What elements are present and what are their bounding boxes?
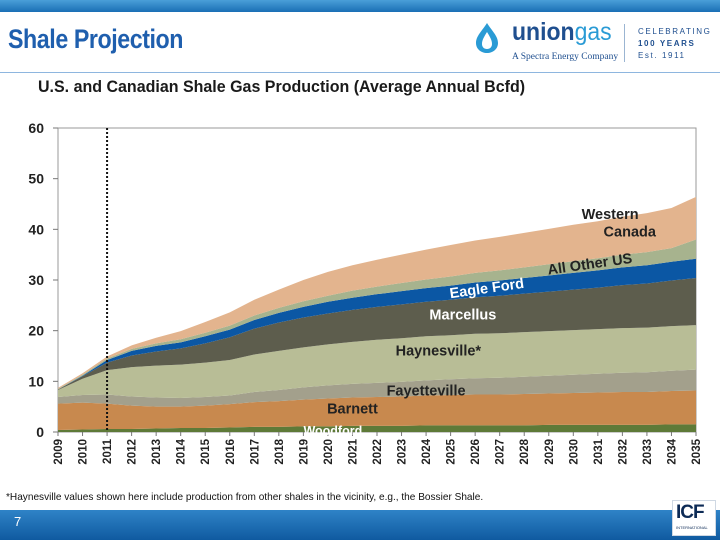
x-tick-label: 2021 xyxy=(347,438,359,464)
y-tick-label: 50 xyxy=(28,171,44,187)
logo-wordmark-union: union xyxy=(512,18,575,46)
logo-wordmark-gas: gas xyxy=(574,18,612,46)
area-fayetteville xyxy=(58,369,696,407)
y-tick-label: 0 xyxy=(36,424,44,440)
flame-drop-icon xyxy=(476,23,498,53)
annotation-woodford: Woodford xyxy=(303,424,362,438)
annotation-barnett: Barnett xyxy=(327,401,378,417)
page-number: 7 xyxy=(14,514,22,529)
annotation-canada: Canada xyxy=(604,225,657,241)
x-tick-label: 2032 xyxy=(617,439,629,465)
header-rule xyxy=(0,72,720,73)
x-tick-label: 2023 xyxy=(397,439,409,465)
y-tick-label: 10 xyxy=(28,373,44,389)
x-tick-label: 2009 xyxy=(53,439,65,465)
x-tick-label: 2013 xyxy=(151,439,163,465)
area-all-other-us xyxy=(58,239,696,390)
x-tick-label: 2015 xyxy=(200,438,212,464)
icf-wordmark: ICF xyxy=(676,502,705,523)
x-tick-label: 2011 xyxy=(102,438,114,464)
logo-wordmark: uniongas xyxy=(512,18,612,47)
years-text: 100 YEARS xyxy=(638,39,696,48)
x-tick-label: 2010 xyxy=(78,439,90,465)
x-tick-label: 2030 xyxy=(568,439,580,465)
x-tick-label: 2027 xyxy=(495,439,507,465)
area-haynesville xyxy=(58,325,696,399)
celebrating-text: CELEBRATING xyxy=(638,27,712,36)
annotation-western: Western xyxy=(582,207,639,223)
x-tick-label: 2016 xyxy=(225,439,237,465)
x-tick-label: 2020 xyxy=(323,439,335,465)
area-barnett xyxy=(58,390,696,430)
x-tick-label: 2022 xyxy=(372,439,384,465)
area-western-canada xyxy=(58,196,696,389)
x-tick-label: 2012 xyxy=(127,439,139,465)
x-tick-label: 2019 xyxy=(298,439,310,465)
x-tick-label: 2014 xyxy=(176,438,188,464)
x-tick-label: 2035 xyxy=(691,438,703,464)
annotation-marcellus: Marcellus xyxy=(429,308,496,324)
y-tick-label: 60 xyxy=(28,120,44,136)
x-tick-label: 2029 xyxy=(544,439,556,465)
top-accent-bar xyxy=(0,0,720,12)
y-tick-label: 40 xyxy=(28,221,44,237)
x-tick-label: 2024 xyxy=(421,438,433,464)
area-marcellus xyxy=(58,277,696,390)
union-gas-logo: uniongas A Spectra Energy Company CELEBR… xyxy=(472,18,712,66)
logo-subtitle: A Spectra Energy Company xyxy=(512,52,619,62)
x-tick-label: 2028 xyxy=(519,438,531,464)
x-tick-label: 2031 xyxy=(593,438,605,464)
slide-title: Shale Projection xyxy=(8,24,184,54)
logo-divider xyxy=(624,24,625,62)
y-tick-label: 30 xyxy=(28,272,44,288)
y-tick-label: 20 xyxy=(28,323,44,339)
area-woodford xyxy=(58,424,696,432)
footnote: *Haynesville values shown here include p… xyxy=(6,491,484,503)
x-tick-label: 2033 xyxy=(642,439,654,465)
chart-title: U.S. and Canadian Shale Gas Production (… xyxy=(38,78,526,96)
icf-logo: ICF INTERNATIONAL xyxy=(672,500,716,536)
area-eagle-ford xyxy=(58,258,696,390)
x-tick-label: 2018 xyxy=(274,438,286,464)
bottom-accent-bar xyxy=(0,510,720,540)
x-tick-label: 2025 xyxy=(446,438,458,464)
x-tick-label: 2026 xyxy=(470,439,482,465)
annotation-fayetteville: Fayetteville xyxy=(387,384,466,400)
x-tick-label: 2017 xyxy=(249,439,261,465)
est-text: Est. 1911 xyxy=(638,51,686,60)
centennial-badge: CELEBRATING 100 YEARS Est. 1911 xyxy=(638,26,711,62)
icf-subtitle: INTERNATIONAL xyxy=(676,525,708,530)
x-tick-label: 2034 xyxy=(666,438,678,464)
annotation-haynesville: Haynesville* xyxy=(396,343,482,359)
